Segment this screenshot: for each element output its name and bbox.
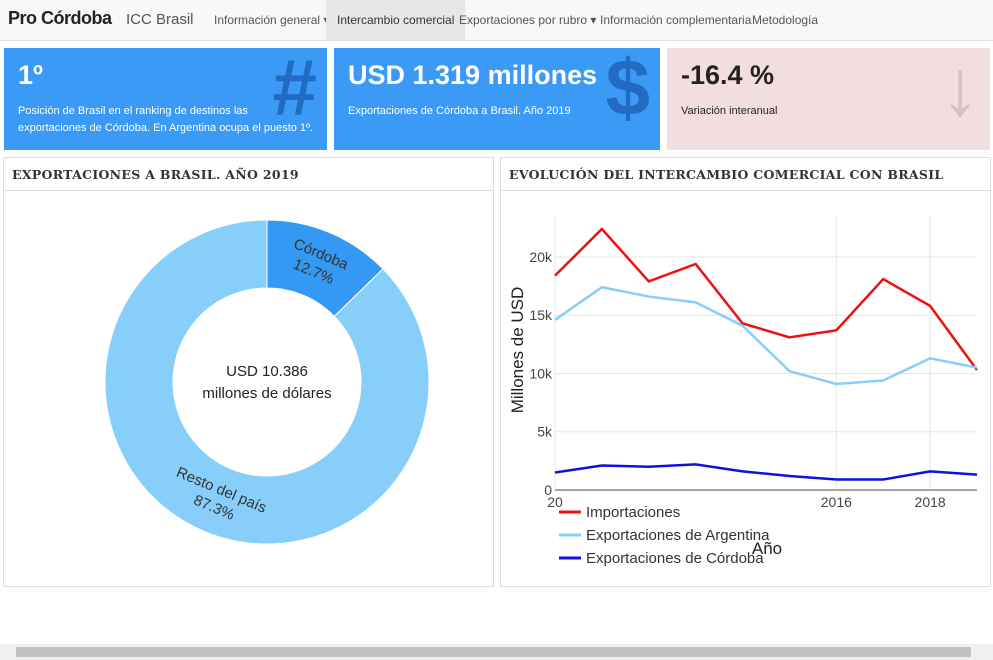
y-tick-label: 0 <box>544 482 552 498</box>
center-label: millones de dólares <box>202 385 331 402</box>
series-line <box>554 227 979 371</box>
nav-item[interactable]: Exportaciones por rubro ▾ <box>459 13 597 27</box>
line-chart: 0 5k 10k 15k 20k 20 2016 2018 Importaciones Expor… <box>508 215 979 567</box>
info-box: USD 1.319 millones Exportaciones de Córd… <box>334 48 660 150</box>
nav-item[interactable]: Metodología <box>752 13 819 27</box>
panel: EVOLUCIÓN DEL INTERCAMBIO COMERCIAL CON … <box>500 157 991 587</box>
box-value: -16.4 % <box>681 60 775 90</box>
x-tick-label: 2018 <box>915 494 946 510</box>
series-line <box>554 285 978 386</box>
x-axis-title: Año <box>752 539 782 558</box>
box-icon: $ <box>605 48 651 132</box>
scroll-thumb[interactable] <box>16 647 971 657</box>
nav-item[interactable]: Intercambio comercial <box>326 0 466 40</box>
box-text: Exportaciones de Córdoba a Brasil. Año 2… <box>348 105 571 117</box>
info-box: -16.4 % Variación interanual ↓ <box>667 48 990 150</box>
nav-label[interactable]: Información general <box>214 13 321 27</box>
nav-label[interactable]: Exportaciones por rubro <box>459 13 588 27</box>
series-line <box>554 463 978 481</box>
info-box: 1º Posición de Brasil en el ranking de d… <box>4 48 327 150</box>
nav-item[interactable]: Información complementaria <box>600 13 752 27</box>
panel-title: EXPORTACIONES A BRASIL. AÑO 2019 <box>4 158 493 191</box>
nav-item[interactable]: Información general ▾ <box>214 13 330 27</box>
donut-slice <box>104 219 430 545</box>
box-text: Variación interanual <box>681 105 778 117</box>
y-axis-title: Millones de USD <box>508 287 527 414</box>
x-tick-label: 20 <box>547 494 563 510</box>
box-value: USD 1.319 millones <box>348 60 598 90</box>
box-text: Posición de Brasil en el ranking de dest… <box>18 105 314 134</box>
center-label: USD 10.386 <box>226 363 308 380</box>
legend-label: Exportaciones de Córdoba <box>586 550 764 567</box>
legend-label: Exportaciones de Argentina <box>586 527 770 544</box>
legend-label: Importaciones <box>586 504 680 521</box>
box-icon: # <box>272 48 318 132</box>
navbar: Pro Córdoba ICC Brasil Información gener… <box>0 0 993 41</box>
y-tick-label: 10k <box>529 365 553 381</box>
box-value: 1º <box>18 60 43 90</box>
box-icon: ↓ <box>940 48 980 132</box>
x-tick-label: 2016 <box>821 494 852 510</box>
y-tick-label: 20k <box>529 249 553 265</box>
y-tick-label: 15k <box>529 307 553 323</box>
panel: EXPORTACIONES A BRASIL. AÑO 2019 <box>3 157 494 587</box>
brand[interactable]: Pro Córdoba <box>8 8 112 28</box>
y-tick-label: 5k <box>537 424 553 440</box>
panel-title: EVOLUCIÓN DEL INTERCAMBIO COMERCIAL CON … <box>501 158 990 191</box>
site-name[interactable]: ICC Brasil <box>126 11 194 28</box>
scrollbar[interactable] <box>0 644 993 660</box>
